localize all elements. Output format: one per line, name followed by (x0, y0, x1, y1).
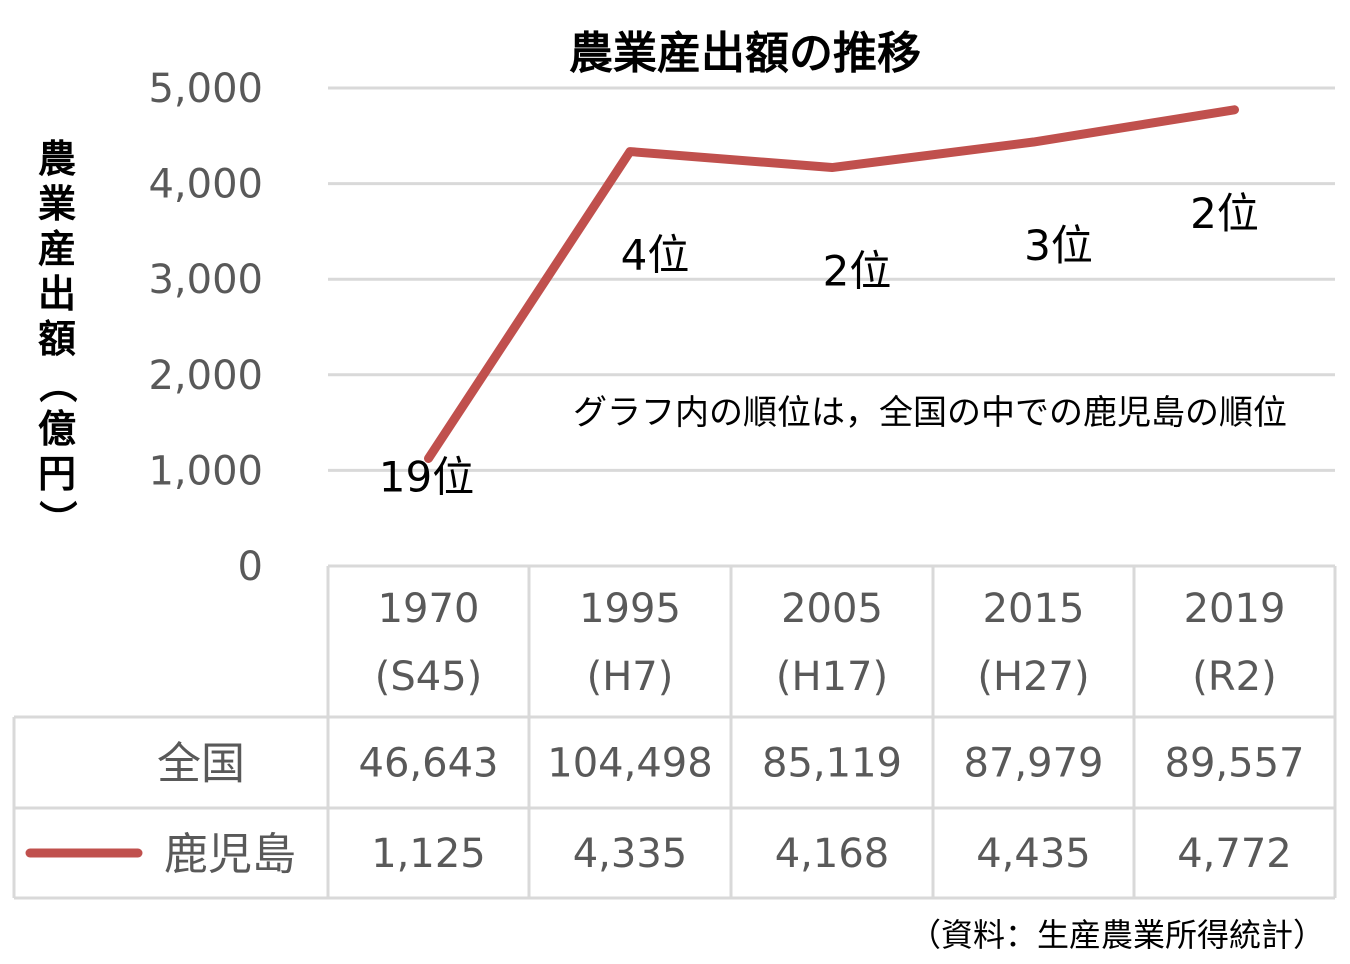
table-cell: 46,643 (359, 741, 499, 787)
y-tick-label: 0 (238, 544, 263, 590)
table-cell: 4,335 (573, 831, 688, 877)
y-axis-label-char: 億 (38, 407, 76, 451)
rank-note: グラフ内の順位は，全国の中での鹿児島の順位 (573, 393, 1287, 433)
y-axis-label-char: 額 (38, 317, 76, 361)
table-cell: 104,498 (547, 741, 712, 787)
category-era: (R2) (1192, 654, 1276, 700)
y-axis-label-char: （ (35, 365, 79, 403)
rank-label: 4位 (621, 231, 690, 280)
category-year: 2019 (1184, 586, 1286, 632)
series-line-kagoshima (424, 105, 1239, 463)
category-year: 1995 (579, 586, 681, 632)
rank-labels: 19位 4位 2位 3位 2位 (379, 189, 1259, 502)
y-tick-label: 5,000 (148, 66, 263, 112)
category-year: 2005 (781, 586, 883, 632)
rank-label: 19位 (379, 452, 474, 501)
y-axis-label-char: 業 (38, 182, 76, 226)
category-era: (H17) (776, 654, 888, 700)
y-axis-label-char: ） (35, 500, 79, 538)
rank-label: 2位 (823, 247, 892, 296)
y-axis-label-char: 円 (38, 452, 76, 496)
category-labels: 1970 (S45) 1995 (H7) 2005 (H17) 2015 (H27) 2019 (… (375, 586, 1286, 700)
y-tick-label: 4,000 (148, 162, 263, 208)
data-table-grid (12, 564, 1337, 900)
y-axis-ticks: 0 1,000 2,000 3,000 4,000 5,000 (148, 66, 263, 590)
y-axis-label-char: 産 (38, 227, 76, 271)
table-row-label: 全国 (157, 739, 245, 790)
category-era: (S45) (375, 654, 483, 700)
gridlines (328, 86, 1335, 472)
series-line (424, 105, 1239, 463)
y-axis-label-char: 出 (38, 272, 76, 316)
y-tick-label: 2,000 (148, 353, 263, 399)
table-cell: 4,168 (775, 831, 890, 877)
y-axis-label: 農業産出額 （ 億円 ） (35, 137, 79, 538)
y-axis-label-char: 農 (38, 137, 76, 181)
data-table-cells: 全国 46,643 104,498 85,119 87,979 89,557 鹿児島 1,12… (25, 739, 1305, 880)
category-era: (H7) (587, 654, 674, 700)
rank-label: 2位 (1190, 189, 1259, 238)
table-cell: 4,435 (976, 831, 1091, 877)
chart-title: 農業産出額の推移 (569, 28, 921, 79)
category-era: (H27) (977, 654, 1089, 700)
table-cell: 1,125 (371, 831, 486, 877)
table-cell: 89,557 (1165, 741, 1305, 787)
rank-label: 3位 (1024, 221, 1093, 270)
category-year: 2015 (983, 586, 1085, 632)
y-tick-label: 3,000 (148, 257, 263, 303)
table-cell: 85,119 (762, 741, 902, 787)
source-note: （資料：生産農業所得統計） (909, 916, 1325, 954)
category-year: 1970 (378, 586, 480, 632)
table-cell: 4,772 (1177, 831, 1292, 877)
table-cell: 87,979 (964, 741, 1104, 787)
y-tick-label: 1,000 (148, 448, 263, 494)
table-row-label: 鹿児島 (164, 829, 296, 880)
